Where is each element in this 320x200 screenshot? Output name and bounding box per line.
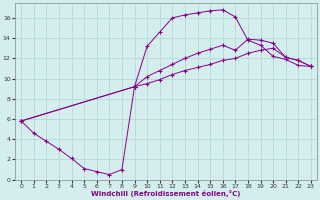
- X-axis label: Windchill (Refroidissement éolien,°C): Windchill (Refroidissement éolien,°C): [91, 190, 241, 197]
